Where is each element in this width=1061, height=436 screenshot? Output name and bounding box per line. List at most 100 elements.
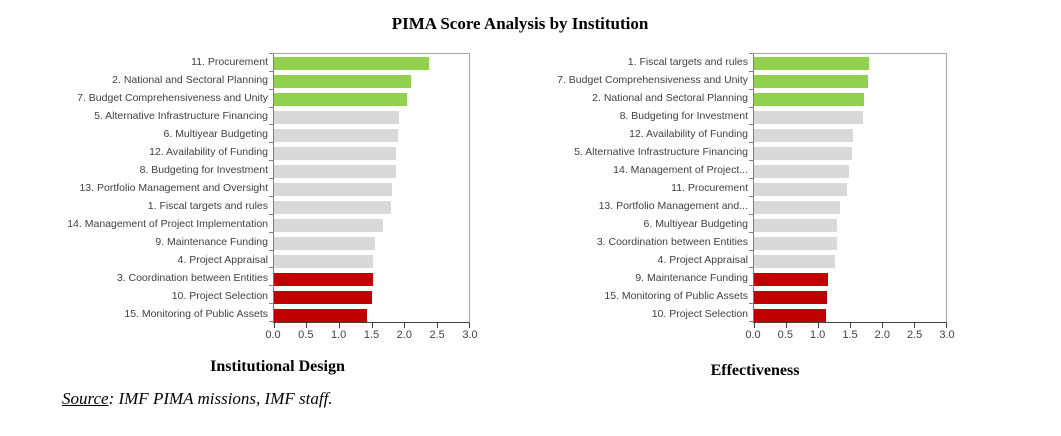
y-axis-tick [749, 303, 753, 305]
bar-row [754, 126, 946, 144]
x-tick-label: 3.0 [462, 329, 478, 341]
bar-row [274, 108, 469, 126]
bar [274, 308, 367, 322]
x-axis-tick [882, 323, 883, 328]
bar-row [754, 234, 946, 252]
category-label: 3. Coordination between Entities [596, 236, 748, 248]
y-axis-tick [749, 160, 753, 162]
category-label: 10. Project Selection [171, 290, 268, 302]
x-axis: 0.0 0.5 1.0 1.5 2.0 2.5 3.0 [745, 323, 954, 341]
bar-row [274, 216, 469, 234]
category-label: 5. Alternative Infrastructure Financing [94, 110, 268, 122]
x-axis-tick [306, 323, 308, 328]
y-axis-tick [749, 53, 753, 54]
bar [274, 164, 396, 178]
bar-row [274, 72, 469, 90]
page-title: PIMA Score Analysis by Institution [391, 14, 649, 33]
y-axis-tick [749, 124, 753, 126]
y-axis-tick [269, 106, 273, 108]
bar-row [274, 234, 469, 252]
x-tick-label: 1.0 [810, 329, 826, 341]
bar [754, 56, 870, 70]
category-label: 12. Availability of Funding [629, 128, 748, 140]
bar [274, 56, 429, 70]
bar [754, 146, 852, 160]
bar-row [274, 126, 469, 144]
bar [274, 200, 391, 214]
bar [274, 236, 376, 250]
category-label: 9. Maintenance Funding [155, 236, 268, 248]
bar-row [754, 108, 946, 126]
bar [274, 272, 373, 286]
x-tick-label: 2.5 [429, 329, 445, 341]
category-label: 3. Coordination between Entities [116, 272, 268, 284]
y-axis-tick [269, 213, 273, 215]
category-label: 14. Management of Project... [613, 164, 748, 176]
bar-row [754, 216, 946, 234]
category-label: 11. Procurement [671, 182, 748, 194]
y-axis-tick [749, 106, 753, 108]
bar-row [754, 180, 946, 198]
bar [754, 164, 849, 178]
bar [274, 92, 408, 106]
category-label: 7. Budget Comprehensiveness and Unity [557, 74, 748, 86]
y-axis-tick [749, 285, 753, 287]
x-tick-label: 1.0 [331, 329, 347, 341]
y-axis-tick [749, 267, 753, 269]
y-axis-tick [269, 195, 273, 197]
category-label: 1. Fiscal targets and rules [627, 56, 748, 68]
category-label: 13. Portfolio Management and... [598, 200, 748, 212]
bar [754, 290, 827, 304]
x-tick-label: 0.0 [265, 329, 281, 341]
y-axis-tick [269, 178, 273, 180]
category-label: 9. Maintenance Funding [635, 272, 748, 284]
bar-row [754, 306, 946, 324]
y-axis-tick [749, 88, 753, 90]
x-axis-tick [850, 323, 851, 328]
y-axis-tick [269, 249, 273, 251]
chart-effectiveness: 1. Fiscal targets and rules 7. Budget Com… [545, 53, 955, 341]
y-axis-tick [269, 70, 273, 72]
y-axis-tick [269, 231, 273, 233]
x-axis-tick [371, 323, 373, 328]
y-axis-tick [749, 70, 753, 72]
bar [754, 308, 826, 322]
bar [274, 290, 372, 304]
bar [754, 272, 829, 286]
bar [754, 182, 847, 196]
y-axis-tick [749, 249, 753, 251]
y-axis-tick [269, 321, 273, 322]
bar-row [754, 54, 946, 72]
bar [274, 254, 374, 268]
y-axis-tick [749, 231, 753, 233]
bar [274, 146, 397, 160]
bar [274, 128, 398, 142]
category-label: 15. Monitoring of Public Assets [124, 308, 268, 320]
y-axis-tick [269, 142, 273, 144]
source-note: Source: IMF PIMA missions, IMF staff. [62, 389, 333, 409]
x-axis-tick [818, 323, 819, 328]
category-label: 8. Budgeting for Investment [619, 110, 748, 122]
y-axis-tick [749, 321, 753, 322]
x-axis-tick [914, 323, 915, 328]
bar-row [274, 288, 469, 306]
bar-row [754, 270, 946, 288]
bar [754, 110, 863, 124]
bar-row [754, 198, 946, 216]
chart-caption-institutional-design: Institutional Design [210, 358, 345, 375]
bar [754, 74, 868, 88]
category-label: 12. Availability of Funding [149, 146, 268, 158]
category-label: 2. National and Sectoral Planning [112, 74, 268, 86]
bar-row [274, 252, 469, 270]
bar [754, 218, 838, 232]
bar [274, 218, 383, 232]
category-label: 6. Multiyear Budgeting [643, 218, 748, 230]
y-axis-tick [749, 213, 753, 215]
bar-row [274, 144, 469, 162]
bar-row [274, 306, 469, 324]
x-axis-tick [754, 323, 755, 328]
x-tick-label: 0.5 [777, 329, 793, 341]
category-label: 2. National and Sectoral Planning [592, 92, 748, 104]
chart-caption-effectiveness: Effectiveness [710, 362, 800, 379]
bar [754, 236, 837, 250]
